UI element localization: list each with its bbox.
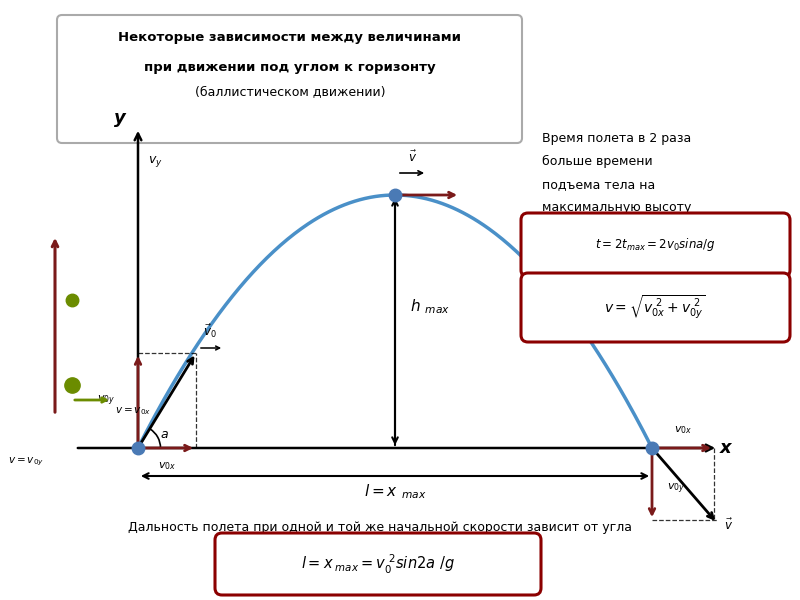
Text: максимальную высоту: максимальную высоту [542, 201, 691, 214]
Text: $v=v_{0x}$: $v=v_{0x}$ [115, 405, 151, 417]
Text: $v=v_{0y}$: $v=v_{0y}$ [8, 455, 44, 468]
Text: $v_{0x}$: $v_{0x}$ [674, 424, 692, 436]
Text: Дальность полета при одной и той же начальной скорости зависит от угла: Дальность полета при одной и той же нача… [128, 521, 632, 535]
Text: (баллистическом движении): (баллистическом движении) [194, 85, 386, 98]
FancyBboxPatch shape [521, 273, 790, 342]
Text: $t= 2t_{max} = 2v_0sina/g$: $t= 2t_{max} = 2v_0sina/g$ [594, 236, 715, 253]
Text: Некоторые зависимости между величинами: Некоторые зависимости между величинами [118, 31, 462, 44]
Text: x: x [720, 439, 732, 457]
Text: $\vec{v}$: $\vec{v}$ [409, 150, 418, 165]
FancyBboxPatch shape [57, 15, 522, 143]
FancyBboxPatch shape [215, 533, 541, 595]
Text: $v_{0y}$: $v_{0y}$ [667, 481, 686, 496]
Text: $l = x \ _{max}$: $l = x \ _{max}$ [364, 482, 426, 500]
Text: $h \ _{max}$: $h \ _{max}$ [410, 298, 450, 316]
FancyBboxPatch shape [521, 213, 790, 277]
Text: $v_y$: $v_y$ [148, 154, 162, 169]
Text: подъема тела на: подъема тела на [542, 178, 655, 191]
Text: больше времени: больше времени [542, 155, 653, 168]
Text: $v = \sqrt{v_{0x}^{\ 2} + v_{0y}^{\ 2}}$: $v = \sqrt{v_{0x}^{\ 2} + v_{0y}^{\ 2}}$ [604, 294, 706, 321]
Text: $\vec{v}_0$: $\vec{v}_0$ [203, 323, 217, 340]
Text: Время полета в 2 раза: Время полета в 2 раза [542, 132, 691, 145]
Text: $v_{0y}$: $v_{0y}$ [97, 394, 115, 408]
Text: $a$: $a$ [160, 428, 169, 441]
Text: y: y [114, 109, 126, 127]
Text: $\vec{v}$: $\vec{v}$ [724, 518, 733, 533]
Text: $l = x_{\ max}= v_0^{\ 2}sin2a\ /g$: $l = x_{\ max}= v_0^{\ 2}sin2a\ /g$ [301, 553, 455, 575]
Text: при движении под углом к горизонту: при движении под углом к горизонту [144, 61, 436, 73]
Text: $v_{0x}$: $v_{0x}$ [158, 460, 176, 472]
